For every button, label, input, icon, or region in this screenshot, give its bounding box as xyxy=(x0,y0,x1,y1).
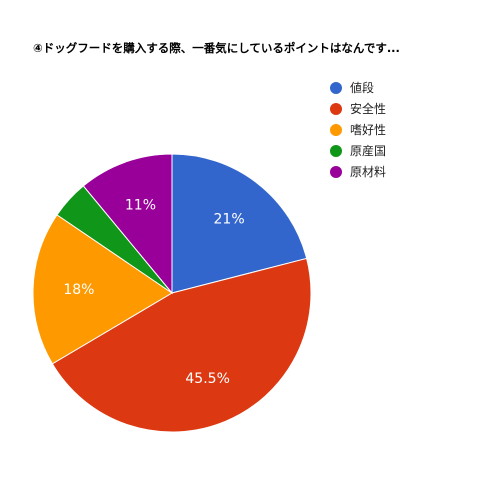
legend-label: 嗜好性 xyxy=(350,123,387,137)
pie-slice-3[interactable] xyxy=(32,214,173,365)
legend-label: 原産国 xyxy=(350,144,387,158)
slice-label-1: 21% xyxy=(214,211,245,227)
legend-label: 値段 xyxy=(350,81,375,95)
pie-slice-1[interactable] xyxy=(171,153,308,294)
legend-item[interactable]: 値段 xyxy=(330,77,386,98)
legend-item[interactable]: 嗜好性 xyxy=(330,119,386,140)
legend-marker xyxy=(330,123,342,136)
legend-item[interactable]: 安全性 xyxy=(330,98,386,119)
legend-marker xyxy=(330,102,342,115)
slice-label-2: 45.5% xyxy=(185,371,229,387)
slice-label-5: 11% xyxy=(125,197,156,213)
legend-item[interactable]: 原材料 xyxy=(330,161,386,182)
slice-label-3: 18% xyxy=(63,282,94,298)
pie-slice-2[interactable] xyxy=(51,257,312,433)
pie-slice-5[interactable] xyxy=(82,153,173,295)
legend-label: 安全性 xyxy=(350,102,387,116)
legend-marker xyxy=(330,144,342,157)
chart-title: ④ドッグフードを購入する際、一番気にしているポイントはなんです... xyxy=(33,41,400,55)
legend-label: 原材料 xyxy=(350,165,387,179)
legend: 値段 安全性 嗜好性 原産国 原材料 xyxy=(330,77,386,182)
legend-marker xyxy=(330,165,342,178)
legend-marker xyxy=(330,81,342,94)
legend-item[interactable]: 原産国 xyxy=(330,140,386,161)
